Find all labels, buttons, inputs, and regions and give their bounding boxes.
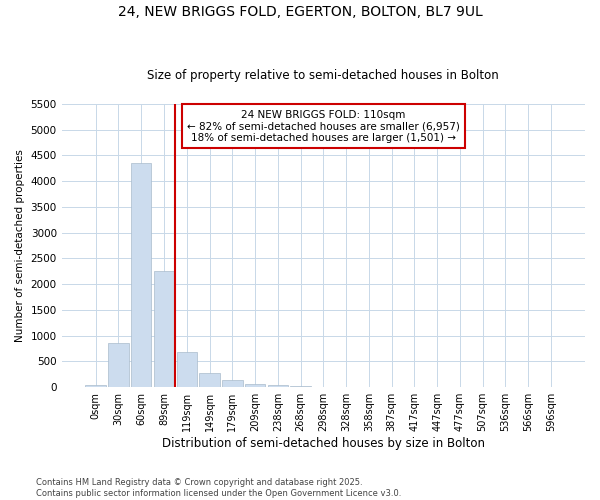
Bar — [245, 384, 265, 387]
Text: 24 NEW BRIGGS FOLD: 110sqm
← 82% of semi-detached houses are smaller (6,957)
18%: 24 NEW BRIGGS FOLD: 110sqm ← 82% of semi… — [187, 110, 460, 143]
Title: Size of property relative to semi-detached houses in Bolton: Size of property relative to semi-detach… — [148, 69, 499, 82]
Bar — [290, 386, 311, 387]
Bar — [199, 374, 220, 387]
Bar — [154, 272, 174, 387]
Bar — [131, 163, 151, 387]
Bar — [108, 344, 129, 387]
Y-axis label: Number of semi-detached properties: Number of semi-detached properties — [15, 149, 25, 342]
Bar — [176, 352, 197, 387]
Text: Contains HM Land Registry data © Crown copyright and database right 2025.
Contai: Contains HM Land Registry data © Crown c… — [36, 478, 401, 498]
Bar — [222, 380, 242, 387]
Bar — [85, 384, 106, 387]
Bar — [313, 386, 334, 387]
Bar — [268, 384, 288, 387]
X-axis label: Distribution of semi-detached houses by size in Bolton: Distribution of semi-detached houses by … — [162, 437, 485, 450]
Text: 24, NEW BRIGGS FOLD, EGERTON, BOLTON, BL7 9UL: 24, NEW BRIGGS FOLD, EGERTON, BOLTON, BL… — [118, 5, 482, 19]
